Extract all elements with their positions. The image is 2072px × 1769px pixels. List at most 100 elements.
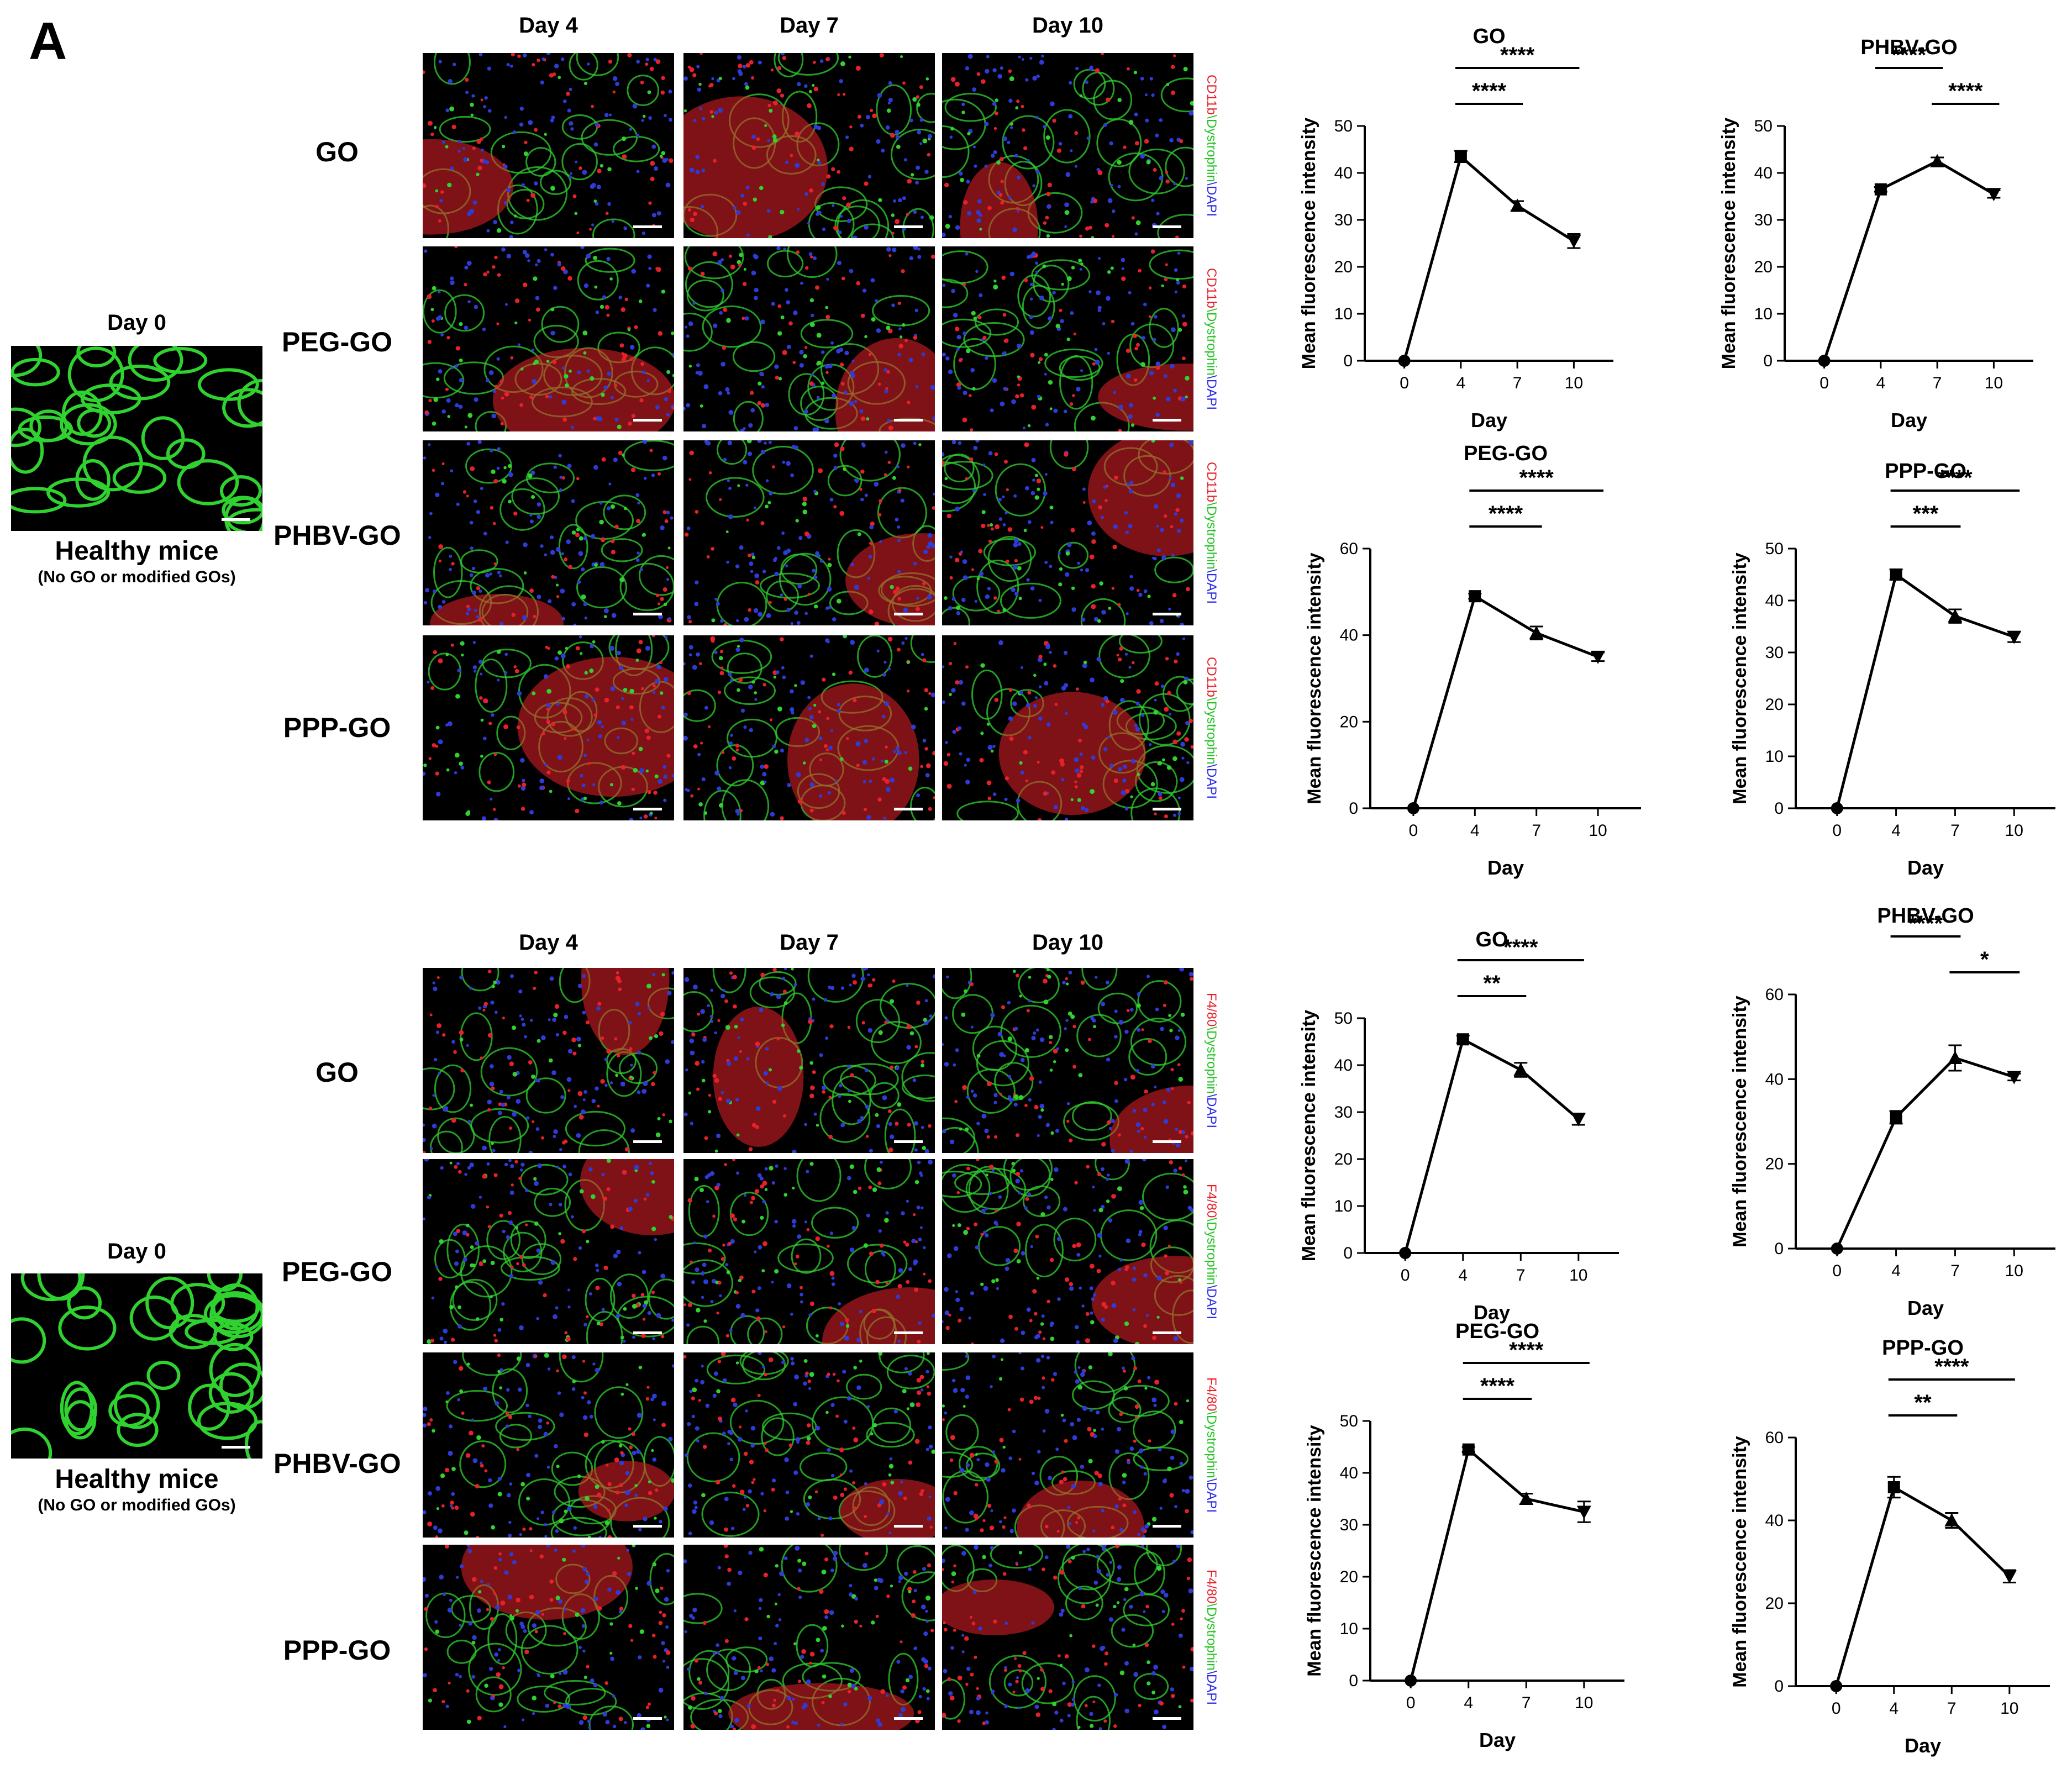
data-point (1529, 625, 1544, 639)
chart: GO 0 10 20 30 40 50 0 4 7 10 Day Mean fluorescence i… (1298, 25, 1613, 431)
stain-label: CD11b \ Dystrophin \ DAPI (1200, 635, 1222, 820)
stain-label-part: F4/80 (1204, 1377, 1219, 1412)
micrograph-tile (683, 968, 935, 1153)
data-point (1890, 1111, 1902, 1124)
y-tick-label: 60 (1765, 986, 1784, 1004)
data-point (1407, 802, 1419, 814)
micrograph-tile (942, 440, 1193, 625)
chart-title: GO (1475, 928, 1508, 951)
y-axis-label: Mean fluorescence intensity (1718, 118, 1739, 369)
y-tick-label: 50 (1334, 1009, 1353, 1028)
y-tick-label: 50 (1340, 1412, 1358, 1430)
y-axis-label: Mean fluorescence intensity (1304, 552, 1325, 804)
x-tick-label: 0 (1401, 1266, 1410, 1284)
data-point (1462, 1443, 1475, 1456)
scale-bar (894, 225, 923, 228)
stain-label: F4/80 \ Dystrophin \ DAPI (1200, 1352, 1222, 1538)
x-tick-label: 0 (1406, 1694, 1416, 1712)
x-tick-label: 4 (1891, 1262, 1901, 1280)
micrograph-tile (683, 1159, 935, 1344)
micrograph-image (942, 1159, 1193, 1344)
micrograph-image (942, 635, 1193, 820)
day-header: Day 4 (519, 930, 578, 955)
x-tick-label: 10 (1589, 822, 1607, 840)
micrograph-image (423, 635, 674, 820)
healthy-micrograph (11, 346, 262, 531)
data-point (1513, 1062, 1528, 1076)
scale-bar (894, 1140, 923, 1143)
scale-bar (633, 613, 662, 615)
healthy-subtitle: (No GO or modified GOs) (38, 568, 236, 586)
micrograph-image (683, 440, 935, 625)
x-tick-label: 0 (1409, 822, 1418, 840)
healthy-day-label: Day 0 (107, 1239, 166, 1263)
micrograph-image (423, 1159, 674, 1344)
micrograph-image (683, 53, 935, 238)
data-point (1591, 650, 1606, 664)
row-label-ppp-go: PPP-GO (283, 712, 391, 743)
micrograph-tile (423, 635, 674, 820)
x-axis-label: Day (1487, 856, 1524, 879)
stain-label-part: CD11b (1204, 656, 1219, 697)
x-tick-label: 4 (1470, 822, 1480, 840)
stain-label: CD11b \ Dystrophin \ DAPI (1200, 53, 1222, 238)
x-tick-label: 10 (2005, 1262, 2023, 1280)
stain-separator: \ (1204, 697, 1219, 701)
stain-label-part: F4/80 (1204, 992, 1219, 1027)
micrograph-image (683, 635, 935, 820)
micrograph-tile (942, 1545, 1193, 1730)
stain-label-part: CD11b (1204, 267, 1219, 308)
micrograph-tile (942, 1159, 1193, 1344)
row-label-peg-go: PEG-GO (281, 1256, 393, 1287)
y-axis-label: Mean fluorescence intensity (1298, 1010, 1319, 1261)
data-point (1519, 1492, 1534, 1505)
stain-label: CD11b \ Dystrophin \ DAPI (1200, 440, 1222, 625)
scale-bar (633, 1717, 662, 1720)
data-point (1399, 1247, 1412, 1259)
micrograph-tile (423, 53, 674, 238)
y-tick-label: 40 (1765, 1070, 1784, 1088)
data-point (1571, 1113, 1586, 1126)
stain-label: F4/80 \ Dystrophin \ DAPI (1200, 1159, 1222, 1344)
data-point (1830, 1680, 1843, 1692)
x-tick-label: 7 (1516, 1266, 1526, 1284)
scale-bar (894, 419, 923, 422)
stain-separator: \ (1204, 1026, 1219, 1030)
scale-bar (1153, 613, 1181, 615)
healthy-title: Healthy mice (55, 536, 219, 566)
significance-label: **** (1500, 43, 1535, 67)
y-tick-label: 40 (1340, 1464, 1358, 1482)
micrograph-tile (683, 440, 935, 625)
series-line (1412, 594, 1598, 809)
stain-label-part: DAPI (1204, 185, 1219, 217)
y-tick-label: 20 (1340, 1568, 1358, 1586)
significance-label: **** (1509, 1338, 1544, 1362)
chart-title: PHBV-GO (1877, 904, 1974, 928)
series-line (1409, 1447, 1585, 1681)
chart: PHBV-GO 0 20 40 60 0 4 7 10 Day Mean fluorescence … (1729, 904, 2055, 1319)
stain-label-part: DAPI (1204, 572, 1219, 604)
data-point (1510, 198, 1525, 212)
y-axis-label: Mean fluorescence intensity (1729, 1436, 1750, 1687)
x-axis-label: Day (1907, 856, 1944, 879)
data-point (1456, 1033, 1469, 1046)
row-label-phbv-go: PHBV-GO (274, 1448, 401, 1479)
x-tick-label: 10 (2005, 822, 2023, 840)
scale-bar (1153, 419, 1181, 422)
scale-bar (633, 1525, 662, 1528)
stain-label-part: Dystrophin (1204, 1221, 1219, 1285)
scale-bar (1153, 1140, 1181, 1143)
scale-bar (633, 1331, 662, 1334)
x-tick-label: 7 (1532, 822, 1541, 840)
stain-separator: \ (1204, 1093, 1219, 1098)
x-tick-label: 7 (1522, 1694, 1531, 1712)
micrograph-image (942, 53, 1193, 238)
stain-label-part: Dystrophin (1204, 118, 1219, 182)
scale-bar (222, 518, 250, 521)
x-tick-label: 10 (2000, 1699, 2018, 1718)
x-tick-label: 7 (1513, 374, 1522, 392)
y-tick-label: 0 (1349, 1672, 1358, 1690)
stain-label: F4/80 \ Dystrophin \ DAPI (1200, 1545, 1222, 1730)
stain-label-part: CD11b (1204, 461, 1219, 502)
micrograph-image (11, 346, 262, 531)
